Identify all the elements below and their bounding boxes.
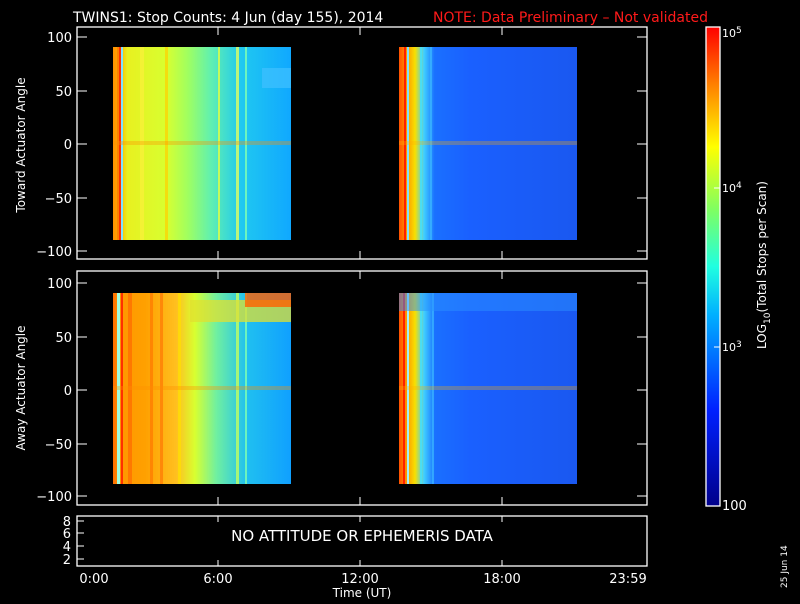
colorbar-tick-1e5: 105: [722, 26, 742, 40]
x-axis-label: Time (UT): [332, 586, 392, 600]
upper-y-label: Toward Actuator Angle: [14, 77, 28, 213]
x-axis: 0:00 6:00 12:00 18:00 23:59 Time (UT): [79, 572, 646, 600]
upper-y-axis: 100 50 0 −50 −100 Toward Actuator Angle: [14, 31, 647, 260]
lower-heatmap-segment-1: [113, 293, 291, 484]
xtick-2359: 23:59: [609, 572, 646, 587]
lower-heatmap-segment-2: [399, 293, 577, 484]
colorbar-gradient: [705, 26, 721, 507]
colorbar-label-base: LOG: [755, 324, 769, 349]
attitude-panel: 8 6 4 2 NO ATTITUDE OR EPHEMERIS DATA: [63, 515, 648, 568]
lower-ytick-100: 100: [47, 277, 72, 292]
colorbar-tick-1e5-base: 10: [722, 27, 736, 40]
preliminary-note: NOTE: Data Preliminary – Not validated: [433, 10, 708, 26]
lower-y-axis: 100 50 0 −50 −100 Away Actuator Angle: [14, 277, 647, 505]
colorbar-label-sub: 10: [763, 312, 773, 324]
no-data-message: NO ATTITUDE OR EPHEMERIS DATA: [231, 527, 494, 545]
lower-ytick-0: 0: [64, 384, 72, 399]
attitude-ytick-4: 4: [63, 540, 71, 555]
lower-panel-frame: [76, 270, 648, 506]
xtick-0600: 6:00: [203, 572, 232, 587]
attitude-ytick-2: 2: [63, 553, 71, 568]
lower-ytick-minus50: −50: [45, 438, 72, 453]
colorbar-tick-1e4-base: 10: [722, 182, 736, 195]
colorbar: 105 104 103 100 LOG10(Total Stops per Sc…: [705, 26, 773, 514]
lower-ytick-50: 50: [55, 331, 72, 346]
upper-ytick-0: 0: [64, 138, 72, 153]
colorbar-tick-1e4-exp: 4: [736, 181, 742, 191]
lower-y-label: Away Actuator Angle: [14, 325, 28, 450]
xtick-1200: 12:00: [341, 572, 378, 587]
colorbar-tick-100: 100: [722, 499, 747, 514]
upper-ytick-minus100: −100: [36, 245, 72, 260]
colorbar-tick-1e3-base: 10: [722, 341, 736, 354]
upper-heatmap-segment-1: [113, 47, 291, 240]
colorbar-tick-1e3-exp: 3: [736, 340, 742, 350]
date-stamp: 25 Jun 14: [780, 545, 790, 588]
upper-heatmap-segment-2: [399, 47, 577, 240]
lower-panel: 100 50 0 −50 −100 Away Actuator Angle: [14, 270, 648, 506]
xtick-0000: 0:00: [79, 572, 108, 587]
upper-ytick-50: 50: [55, 85, 72, 100]
lower-x-ticks: [217, 271, 503, 505]
upper-ytick-100: 100: [47, 31, 72, 46]
xtick-1800: 18:00: [483, 572, 520, 587]
upper-panel: 100 50 0 −50 −100 Toward Actuator Angle: [14, 26, 648, 260]
attitude-ytick-8: 8: [63, 515, 71, 530]
colorbar-tick-100-base: 100: [722, 499, 747, 514]
upper-panel-frame: [76, 26, 648, 260]
lower-ytick-minus100: −100: [36, 490, 72, 505]
upper-ytick-minus50: −50: [45, 192, 72, 207]
colorbar-label: LOG10(Total Stops per Scan): [755, 181, 773, 349]
colorbar-label-rest: (Total Stops per Scan): [755, 181, 769, 312]
attitude-panel-frame: [76, 515, 648, 567]
colorbar-tick-1e3: 103: [722, 340, 742, 354]
upper-x-ticks: [217, 27, 503, 259]
colorbar-tick-1e5-exp: 5: [736, 26, 742, 36]
attitude-ytick-6: 6: [63, 527, 71, 542]
colorbar-tick-1e4: 104: [722, 181, 742, 195]
chart-title: TWINS1: Stop Counts: 4 Jun (day 155), 20…: [72, 10, 383, 26]
